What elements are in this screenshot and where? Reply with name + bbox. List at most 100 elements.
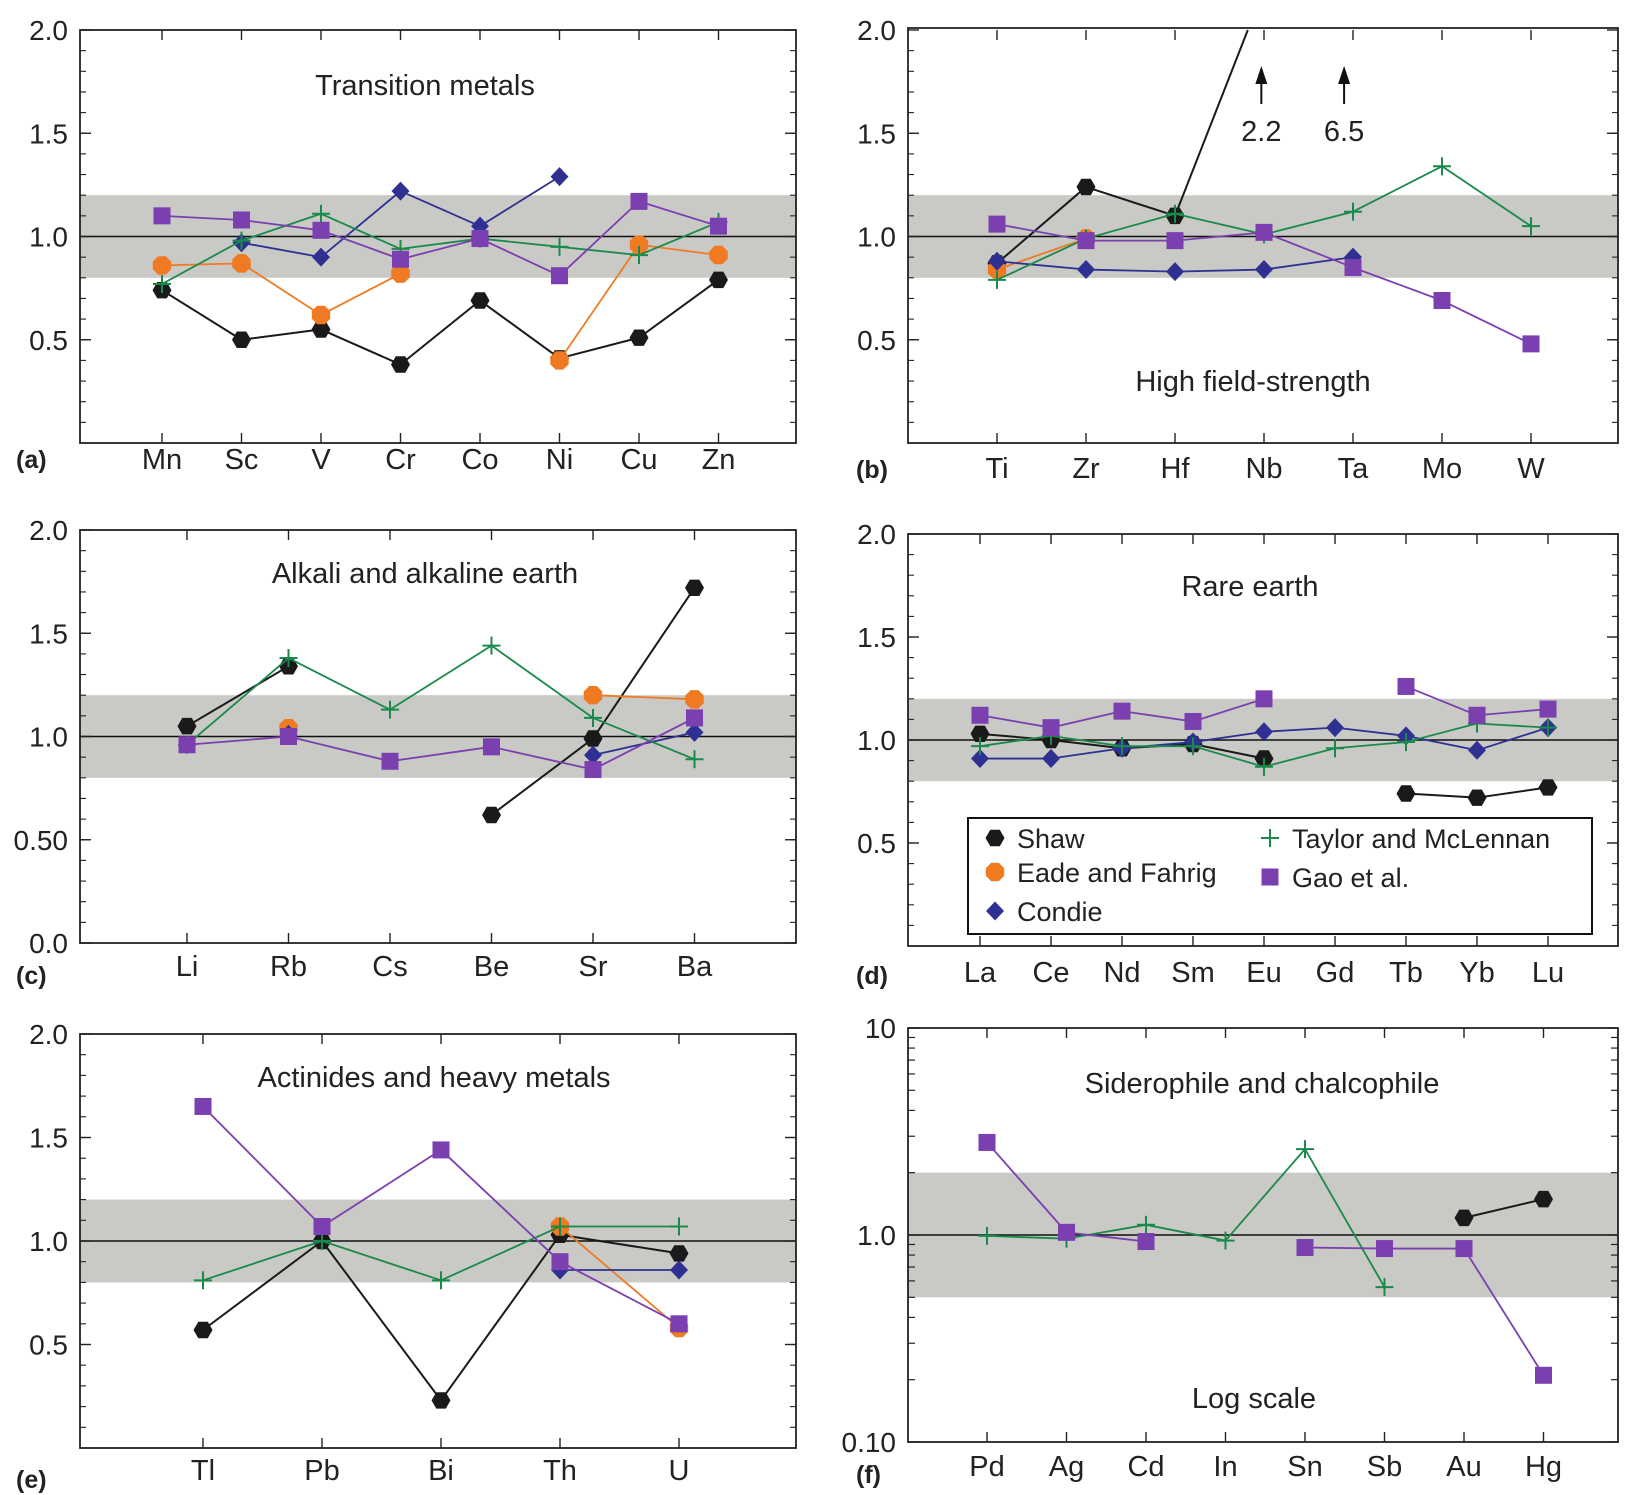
- point-taylor-and-mclennan: [1522, 217, 1540, 236]
- ytick-label: 1.0: [29, 1226, 68, 1257]
- series-segment: [996, 223, 1087, 242]
- point-taylor-and-mclennan: [1433, 157, 1451, 176]
- point-shaw: [431, 1392, 451, 1409]
- series-segment: [1334, 726, 1407, 737]
- ytick-label: 1.0: [29, 722, 68, 753]
- legend-marker-gao-et-al: [1261, 868, 1279, 886]
- category-label: Hg: [1525, 1451, 1562, 1483]
- point-gao-et-al: [1376, 1240, 1393, 1258]
- series-segment: [592, 717, 695, 771]
- series-segment: [389, 745, 492, 763]
- ytick-label: 1.5: [29, 1123, 68, 1154]
- series-segment: [1263, 726, 1336, 733]
- category-label: Zr: [1072, 453, 1100, 485]
- series-segment: [440, 1225, 561, 1282]
- point-taylor-and-mclennan: [153, 274, 171, 293]
- point-taylor-and-mclennan: [1375, 1278, 1394, 1297]
- series-segment: [592, 694, 695, 701]
- series-segment: [1145, 1223, 1226, 1242]
- point-gao-et-al: [1397, 677, 1415, 695]
- ytick-label: 1.5: [857, 622, 896, 653]
- point-condie: [971, 749, 989, 769]
- legend-marker-condie: [986, 901, 1004, 921]
- category-label: W: [1517, 453, 1545, 485]
- category-label: Cr: [385, 444, 416, 476]
- point-gao-et-al: [471, 230, 489, 248]
- series-segment: [1050, 739, 1123, 750]
- point-taylor-and-mclennan: [482, 636, 501, 655]
- point-gao-et-al: [1455, 1240, 1473, 1258]
- point-taylor-and-mclennan: [1397, 733, 1415, 752]
- point-taylor-and-mclennan: [978, 1226, 996, 1245]
- point-taylor-and-mclennan: [550, 237, 569, 256]
- legend-marker-taylor-and-mclennan: [1261, 829, 1279, 847]
- panel-title: Rare earth: [1181, 571, 1318, 603]
- series-segment: [241, 262, 322, 316]
- series-segment: [1405, 792, 1478, 799]
- point-gao-et-al: [178, 736, 196, 754]
- panel-subtitle: Log scale: [1192, 1383, 1316, 1415]
- series-shaw-a: [152, 271, 728, 373]
- series-condie-b: [988, 247, 1362, 282]
- point-shaw: [629, 329, 649, 346]
- point-shaw: [1396, 785, 1416, 802]
- point-gao-et-al: [1042, 719, 1060, 737]
- panel-title: Transition metals: [315, 70, 535, 102]
- series-segment: [1263, 231, 1354, 269]
- category-label: V: [311, 444, 331, 476]
- point-gao-et-al: [630, 192, 648, 210]
- panel-f: 0.10 1.0 10 Pd Ag Cd In Sn Sb Au Hg Siderophile and…: [842, 1013, 1619, 1489]
- series-segment: [479, 175, 560, 227]
- point-gao-et-al: [392, 250, 409, 268]
- series-segment: [490, 737, 594, 816]
- series-segment: [559, 1225, 680, 1329]
- series-segment: [979, 734, 1052, 748]
- series-segment: [1174, 231, 1265, 242]
- ytick-label: 1.0: [857, 1220, 896, 1251]
- category-label: Eu: [1246, 957, 1281, 989]
- annotation-label: 6.5: [1324, 116, 1364, 148]
- point-gao-et-al: [710, 217, 727, 235]
- annotation-arrow-head: [1255, 66, 1268, 84]
- series-segment: [161, 214, 242, 221]
- point-gao-et-al: [670, 1315, 688, 1333]
- panel-letter: (b): [856, 456, 888, 484]
- category-label: Nd: [1103, 957, 1140, 989]
- series-segment: [479, 237, 560, 277]
- category-label: Sr: [579, 951, 608, 983]
- category-label: La: [964, 957, 997, 989]
- ytick-label: 0.5: [857, 828, 896, 859]
- panel-title: Actinides and heavy metals: [257, 1062, 610, 1094]
- point-taylor-and-mclennan: [1166, 204, 1184, 223]
- ytick-label: 2.0: [857, 519, 896, 550]
- panel-title: High field-strength: [1135, 366, 1370, 398]
- category-label: Tb: [1389, 957, 1423, 989]
- series-segment: [1463, 1248, 1545, 1376]
- series-gao-et-al-d: [971, 677, 1557, 737]
- series-segment: [638, 243, 719, 256]
- series-segment: [1192, 743, 1265, 760]
- point-shaw: [311, 321, 331, 338]
- series-segment: [638, 221, 719, 256]
- point-taylor-and-mclennan: [1326, 739, 1344, 758]
- ytick-label: 10: [865, 1013, 896, 1044]
- ytick-label: 1.5: [29, 118, 68, 149]
- legend-label: Gao et al.: [1292, 863, 1409, 893]
- ytick-label: 0.0: [29, 928, 68, 959]
- point-condie: [1077, 260, 1095, 280]
- series-segment: [320, 328, 401, 366]
- series-segment: [1174, 268, 1265, 273]
- point-gao-et-al: [1137, 1233, 1155, 1251]
- plot-frame-c: [79, 529, 797, 944]
- series-segment: [1050, 747, 1123, 760]
- series-segment: [288, 735, 391, 763]
- plot-frame-d: [907, 533, 1619, 947]
- category-label: Mo: [1422, 453, 1462, 485]
- point-taylor-and-mclennan: [1113, 737, 1131, 756]
- series-segment: [161, 262, 242, 267]
- series-segment: [202, 1240, 323, 1282]
- point-eade-and-fahrig: [550, 351, 569, 370]
- category-label: Lu: [1532, 957, 1564, 989]
- category-label: Tl: [191, 1455, 215, 1487]
- point-taylor-and-mclennan: [584, 708, 602, 727]
